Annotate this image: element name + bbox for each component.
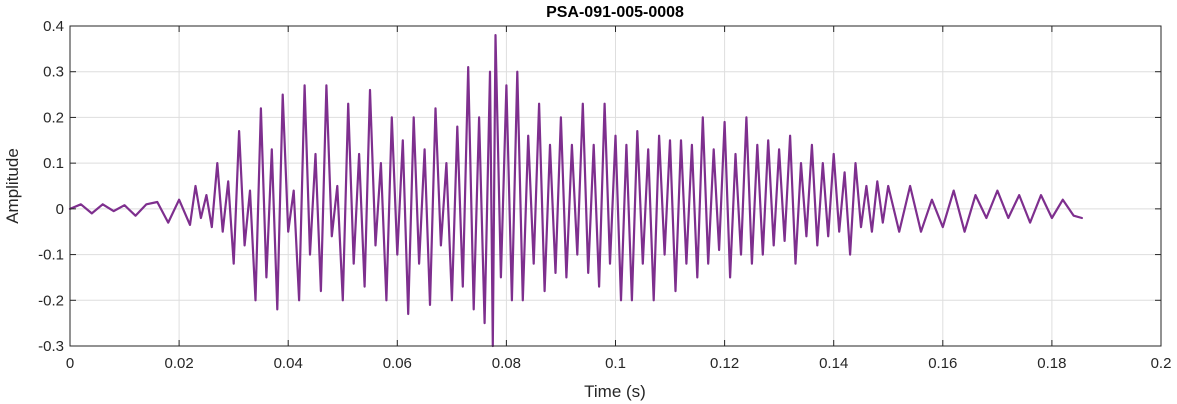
x-tick-label: 0.06 [383,355,412,372]
x-tick-label: 0.08 [492,355,521,372]
series-layer [68,33,1084,348]
ticks: 0 0.02 0.04 0.06 0.08 0.1 0.12 0.14 0.16 0.18 0.2 -… [38,18,1171,372]
series-line [68,33,1084,348]
y-tick-label: 0.4 [43,18,64,35]
y-tick-label: 0.2 [43,109,64,126]
x-tick-label: 0.2 [1151,355,1172,372]
x-tick-label: 0.04 [274,355,303,372]
x-tick-label: 0.14 [819,355,848,372]
x-tick-label: 0 [66,355,74,372]
x-tick-label: 0.12 [710,355,739,372]
y-tick-label: -0.2 [38,292,64,309]
y-tick-label: -0.3 [38,338,64,355]
y-tick-label: 0.3 [43,64,64,81]
x-axis-label: Time (s) [584,382,646,401]
y-tick-label: 0 [56,201,64,218]
y-tick-label: -0.1 [38,247,64,264]
chart-title: PSA-091-005-0008 [546,4,684,21]
y-axis-label: Amplitude [3,148,22,224]
x-tick-label: 0.02 [164,355,193,372]
y-tick-label: 0.1 [43,155,64,172]
x-tick-label: 0.18 [1037,355,1066,372]
x-tick-label: 0.1 [605,355,626,372]
x-tick-label: 0.16 [928,355,957,372]
